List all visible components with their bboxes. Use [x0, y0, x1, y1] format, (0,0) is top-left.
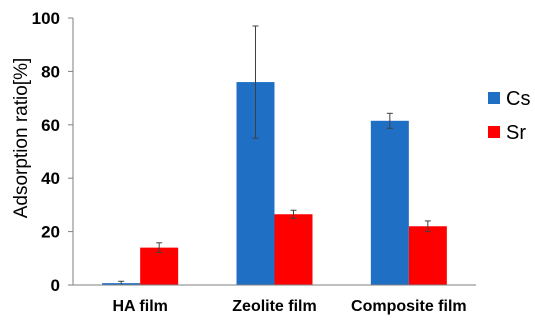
y-tick-label: 20	[41, 223, 60, 242]
y-axis-ticks: 0 20 40 60 80 100	[32, 9, 73, 295]
legend-label-cs: Cs	[506, 88, 530, 110]
y-tick-label: 100	[32, 9, 60, 28]
y-axis-title: Adsorption ratio[%]	[11, 58, 32, 219]
x-category-label: HA film	[112, 298, 167, 315]
bar-sr-2	[274, 214, 313, 285]
y-tick-label: 80	[41, 62, 60, 81]
legend: Cs Sr	[488, 88, 530, 144]
bar-cs-3	[370, 120, 409, 285]
x-category-label: Zeolite film	[232, 298, 316, 315]
legend-label-sr: Sr	[506, 122, 526, 144]
bar-sr-3	[408, 226, 447, 285]
x-axis-labels: HA film Zeolite film Composite film	[112, 298, 466, 315]
x-category-label: Composite film	[351, 298, 467, 315]
bar-sr-1	[140, 247, 179, 285]
y-tick-label: 60	[41, 116, 60, 135]
error-bars	[118, 25, 431, 286]
y-tick-label: 0	[51, 276, 60, 295]
legend-swatch-sr	[488, 126, 500, 138]
bars	[102, 82, 447, 285]
legend-swatch-cs	[488, 92, 500, 104]
y-tick-label: 40	[41, 169, 60, 188]
